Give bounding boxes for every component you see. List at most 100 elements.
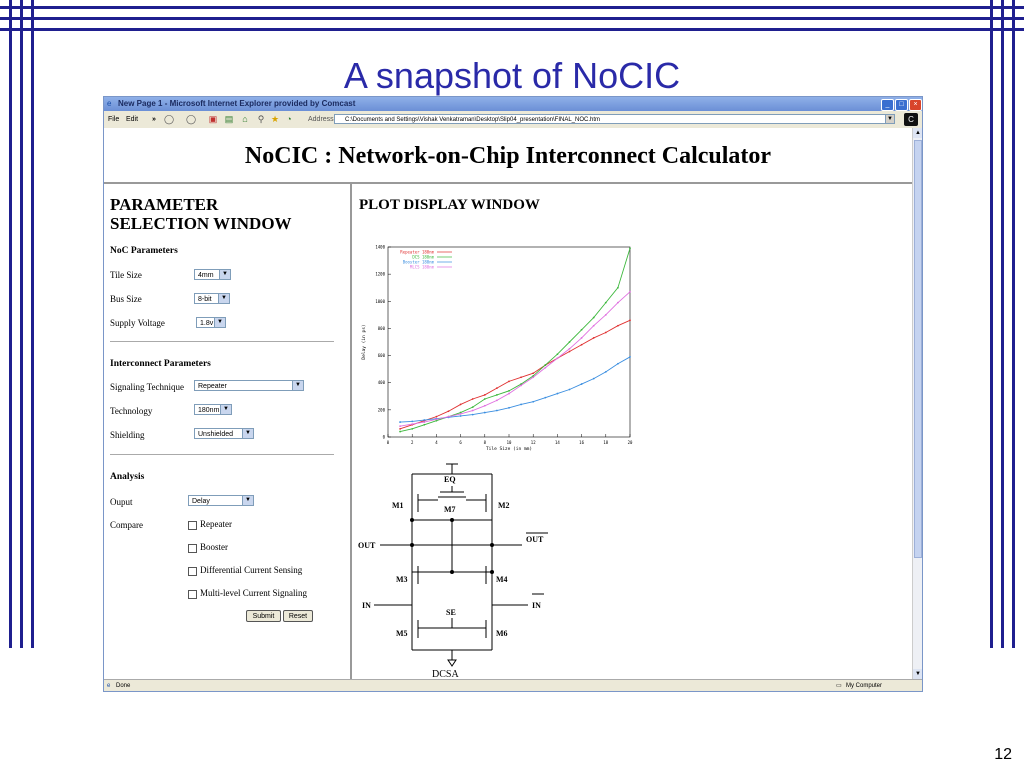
series-line-3 (400, 291, 631, 427)
chevron-down-icon: ▼ (214, 318, 225, 327)
scroll-up-icon[interactable]: ▲ (913, 128, 922, 138)
frame-line-top-1 (0, 6, 1024, 9)
compare-booster-label: Booster (200, 542, 228, 552)
series-point (617, 324, 619, 327)
supply-voltage-label: Supply Voltage (110, 318, 165, 328)
series-point (520, 383, 522, 385)
minimize-icon[interactable]: _ (881, 99, 894, 111)
series-point (399, 427, 401, 430)
y-tick-label: 1200 (375, 272, 385, 277)
x-tick-label: 12 (531, 440, 536, 445)
menu-edit[interactable]: Edit (126, 116, 139, 123)
circuit-label-in-bar: IN (532, 601, 541, 610)
page-icon: e (107, 683, 111, 689)
menu-more-icon[interactable]: » (152, 116, 156, 123)
frame-line-right-2 (1001, 0, 1004, 648)
series-point (423, 419, 426, 421)
home-icon[interactable]: ⌂ (242, 114, 248, 124)
series-point (580, 383, 583, 385)
series-line-0 (399, 319, 631, 430)
series-point (508, 380, 510, 383)
noc-section-title: NoC Parameters (110, 246, 178, 256)
series-point (592, 316, 595, 319)
address-dropdown-icon[interactable]: ▼ (885, 114, 895, 124)
supply-voltage-select[interactable]: 1.8v ▼ (196, 317, 226, 328)
series-point (496, 387, 498, 390)
search-icon[interactable]: ⚲ (257, 114, 265, 124)
series-point (459, 413, 462, 415)
series-point (629, 290, 631, 293)
compare-mlcs-checkbox[interactable] (188, 590, 197, 599)
history-icon[interactable]: ◔ (286, 114, 292, 124)
back-icon[interactable]: ◯ (164, 114, 175, 124)
compare-mlcs-label: Multi-level Current Signaling (200, 588, 307, 598)
shielding-label: Shielding (110, 430, 145, 440)
title-bar: e New Page 1 - Microsoft Internet Explor… (104, 97, 922, 111)
plot-title: PLOT DISPLAY WINDOW (359, 197, 540, 213)
chart-x-label: Tile Size (in mm) (486, 446, 532, 452)
signaling-value: Repeater (198, 383, 227, 390)
x-tick-label: 20 (628, 440, 633, 445)
series-point (483, 394, 486, 396)
scroll-down-icon[interactable]: ▼ (913, 669, 922, 679)
output-select[interactable]: Delay ▼ (188, 495, 254, 506)
series-point (568, 388, 571, 391)
favorites-icon[interactable]: ★ (270, 114, 280, 124)
frame-line-right-1 (990, 0, 993, 648)
series-point (604, 301, 607, 304)
tile-size-select[interactable]: 4mm ▼ (194, 269, 231, 280)
compare-booster-checkbox[interactable] (188, 544, 197, 553)
page-heading: NoCIC : Network-on-Chip Interconnect Cal… (104, 128, 912, 184)
series-point (617, 286, 619, 289)
circuit-label-m5: M5 (396, 629, 408, 638)
circuit-label-m1: M1 (392, 501, 404, 510)
x-tick-label: 8 (484, 440, 487, 445)
interconnect-section-title: Interconnect Parameters (110, 359, 211, 369)
tile-size-value: 4mm (198, 272, 214, 279)
vertical-scrollbar[interactable]: ▲ ▼ (912, 128, 922, 679)
shielding-select[interactable]: Unshielded ▼ (194, 428, 254, 439)
bus-size-value: 8-bit (198, 296, 212, 303)
series-point (496, 399, 498, 402)
y-tick-label: 1400 (375, 245, 385, 250)
circuit-caption: DCSA (432, 669, 459, 679)
chevron-down-icon: ▼ (242, 429, 253, 438)
y-tick-label: 1000 (375, 299, 385, 304)
series-point (471, 409, 474, 412)
circuit-label-m3: M3 (396, 575, 408, 584)
bus-size-select[interactable]: 8-bit ▼ (194, 293, 230, 304)
browser-window: e New Page 1 - Microsoft Internet Explor… (103, 96, 923, 692)
toolbar: File Edit » ◯ ◯ ▣ ▤ ⌂ ⚲ ★ ◔ Address C:\D… (104, 111, 922, 129)
menu-file[interactable]: File (108, 116, 120, 123)
submit-button[interactable]: Submit (246, 610, 281, 622)
series-point (483, 398, 486, 400)
maximize-icon[interactable]: □ (895, 99, 908, 111)
close-icon[interactable]: × (909, 99, 922, 111)
legend-label: MLCS 180nm (410, 265, 435, 270)
reset-button[interactable]: Reset (283, 610, 313, 622)
technology-select[interactable]: 180nm ▼ (194, 404, 232, 415)
chevron-down-icon: ▼ (220, 405, 231, 414)
compare-repeater-checkbox[interactable] (188, 521, 197, 530)
supply-voltage-value: 1.8v (200, 320, 214, 327)
circuit-label-m2: M2 (498, 501, 510, 510)
refresh-icon[interactable]: ▤ (224, 114, 234, 124)
forward-icon[interactable]: ◯ (186, 114, 197, 124)
scroll-thumb[interactable] (914, 140, 922, 558)
signaling-select[interactable]: Repeater ▼ (194, 380, 304, 391)
compare-dcs-checkbox[interactable] (188, 567, 197, 576)
series-point (399, 421, 401, 423)
address-bar[interactable]: C:\Documents and Settings\Vishak Venkatr… (334, 114, 894, 124)
circuit-label-eq: EQ (444, 475, 456, 484)
series-point (459, 411, 462, 414)
series-point (592, 324, 595, 327)
series-point (459, 415, 462, 417)
series-point (483, 404, 486, 407)
series-point (544, 364, 547, 366)
delay-chart: 0 2 4 6 8 10 12 14 16 18 2002004006008001000120014… (361, 245, 633, 453)
analysis-section-title: Analysis (110, 472, 145, 482)
stop-icon[interactable]: ▣ (208, 114, 218, 124)
y-tick-label: 0 (383, 435, 386, 440)
technology-label: Technology (110, 406, 153, 416)
series-point (496, 394, 498, 396)
